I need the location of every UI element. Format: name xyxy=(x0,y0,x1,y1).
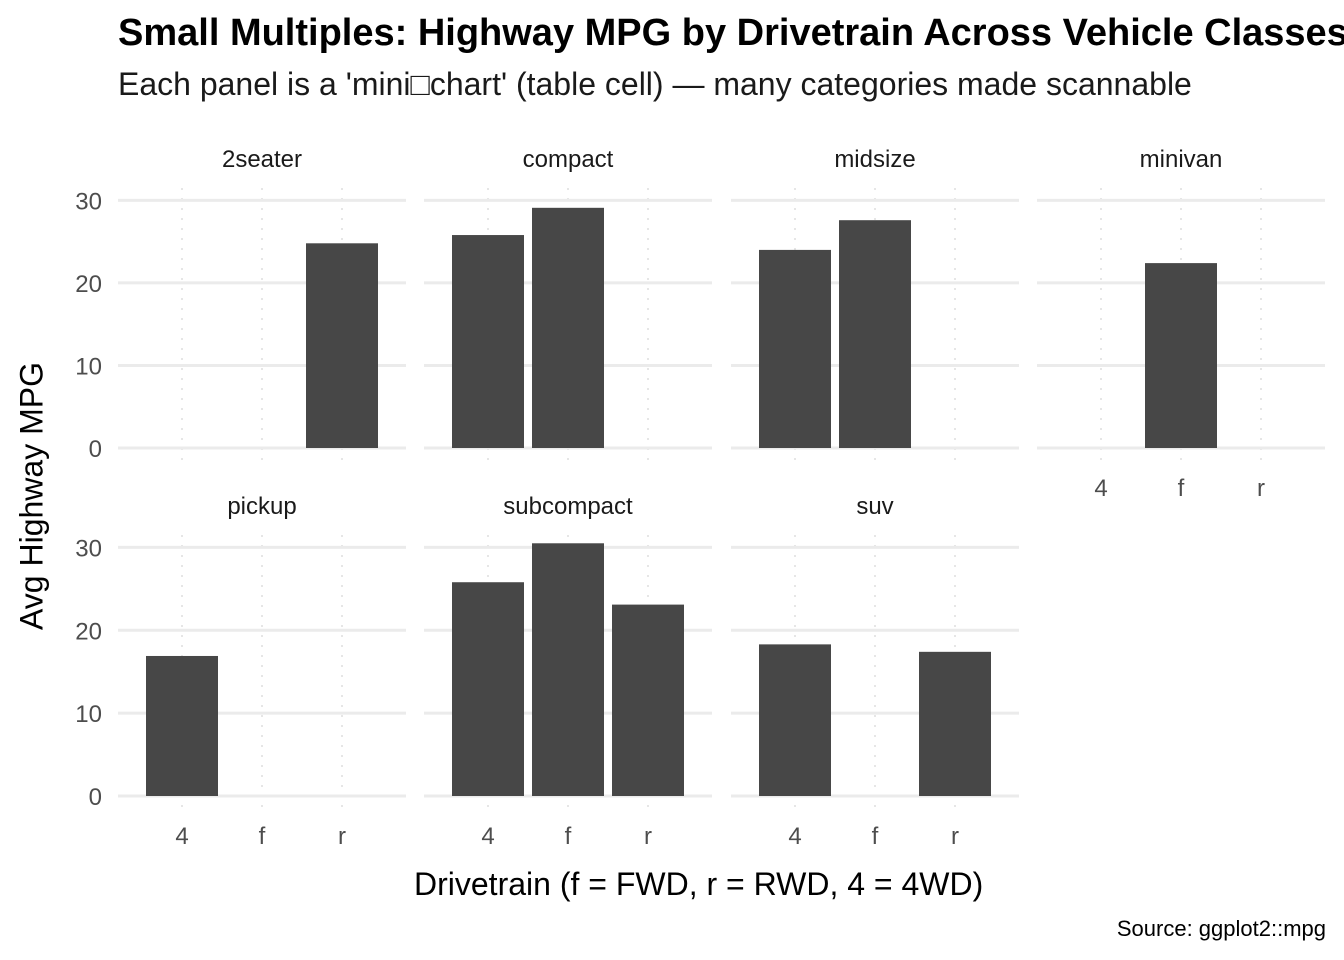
y-tick-label-30: 30 xyxy=(75,535,102,562)
x-tick-label-pickup-f: f xyxy=(259,823,266,850)
bar-midsize-f xyxy=(839,220,911,448)
panel-title-2seater: 2seater xyxy=(222,146,302,173)
bar-minivan-f xyxy=(1145,263,1217,448)
bar-subcompact-f xyxy=(532,543,604,796)
x-tick-label-pickup-r: r xyxy=(338,823,346,850)
y-tick-label-20: 20 xyxy=(75,618,102,645)
bar-midsize-4 xyxy=(759,249,831,448)
bar-compact-f xyxy=(532,207,604,448)
bar-suv-r xyxy=(919,651,991,796)
bar-suv-4 xyxy=(759,644,831,796)
x-tick-label-minivan-4: 4 xyxy=(1094,475,1107,502)
y-tick-label-0: 0 xyxy=(89,436,102,463)
x-axis-label: Drivetrain (f = FWD, r = RWD, 4 = 4WD) xyxy=(414,866,984,902)
bar-subcompact-4 xyxy=(452,582,524,796)
panel-title-compact: compact xyxy=(523,146,614,173)
panel-title-pickup: pickup xyxy=(227,493,296,520)
x-tick-label-minivan-f: f xyxy=(1178,475,1185,502)
panel-title-midsize: midsize xyxy=(834,146,915,173)
y-tick-label-30: 30 xyxy=(75,188,102,215)
bar-compact-4 xyxy=(452,235,524,448)
panel-title-minivan: minivan xyxy=(1140,146,1223,173)
x-tick-label-suv-4: 4 xyxy=(788,823,801,850)
x-tick-label-suv-f: f xyxy=(872,823,879,850)
x-tick-label-pickup-4: 4 xyxy=(175,823,188,850)
chart-subtitle: Each panel is a 'mini□chart' (table cell… xyxy=(118,66,1192,102)
y-tick-label-20: 20 xyxy=(75,271,102,298)
y-axis-label: Avg Highway MPG xyxy=(13,362,50,630)
bar-pickup-4 xyxy=(146,655,218,796)
x-tick-label-subcompact-r: r xyxy=(644,823,652,850)
y-tick-label-0: 0 xyxy=(89,784,102,811)
chart-caption: Source: ggplot2::mpg xyxy=(1116,916,1326,941)
y-tick-label-10: 10 xyxy=(75,701,102,728)
bar-2seater-r xyxy=(306,243,378,448)
panel-title-suv: suv xyxy=(856,493,893,520)
panel-title-subcompact: subcompact xyxy=(503,493,633,520)
x-tick-label-minivan-r: r xyxy=(1257,475,1265,502)
x-tick-label-subcompact-4: 4 xyxy=(481,823,494,850)
chart-title: Small Multiples: Highway MPG by Drivetra… xyxy=(118,12,1344,54)
y-tick-label-10: 10 xyxy=(75,353,102,380)
x-tick-label-subcompact-f: f xyxy=(565,823,572,850)
x-tick-label-suv-r: r xyxy=(951,823,959,850)
bar-subcompact-r xyxy=(612,604,684,796)
